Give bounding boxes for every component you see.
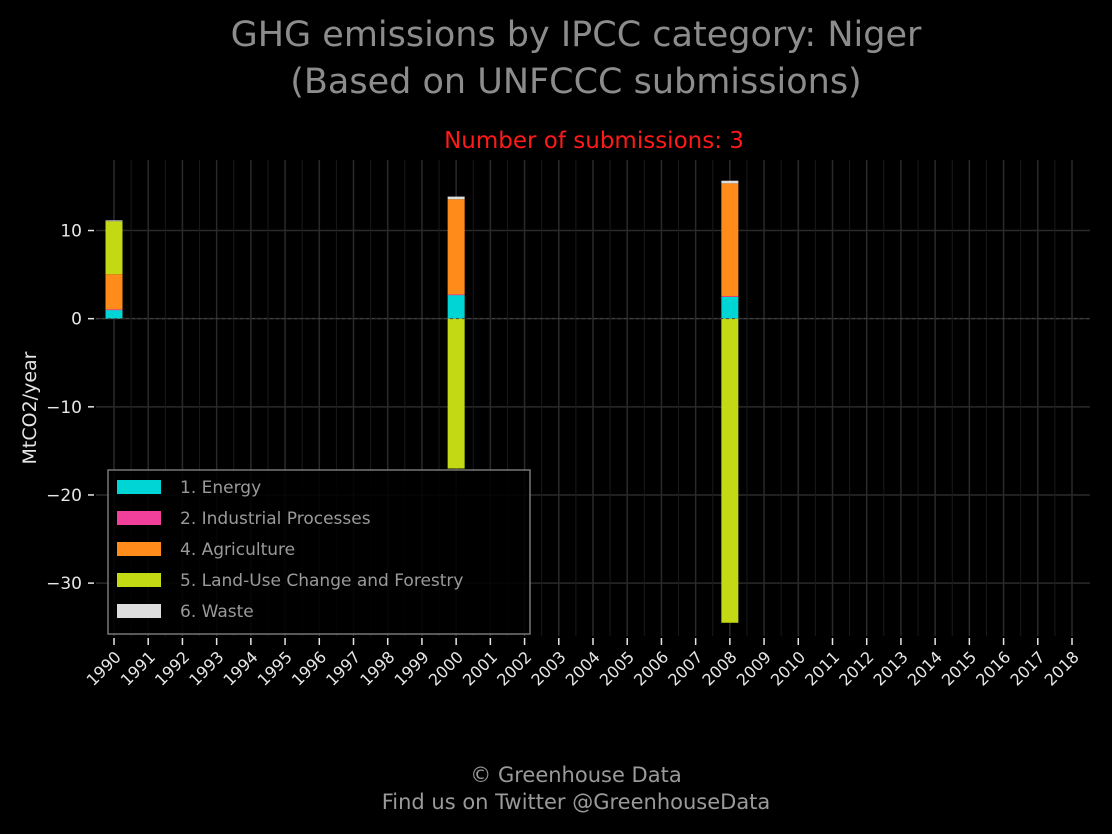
x-tick-label: 2014 [904, 647, 946, 689]
y-tick-label: −10 [46, 398, 82, 418]
x-tick-label: 2012 [835, 647, 877, 689]
x-tick-label: 2009 [733, 647, 775, 689]
y-axis-ticks: 10 0 −10 −20 −30 [46, 222, 94, 594]
x-tick-label: 2001 [459, 647, 501, 689]
bar-segment [721, 296, 739, 297]
bar-segment [721, 183, 739, 297]
x-tick-label: 2016 [972, 647, 1014, 689]
x-tick-label: 2017 [1006, 647, 1048, 689]
bar-segment [447, 199, 465, 295]
bar-segment [105, 309, 123, 311]
bar-segment [105, 221, 123, 275]
footer-twitter: Find us on Twitter @GreenhouseData [382, 790, 771, 814]
y-axis-label: MtCO2/year [19, 351, 41, 464]
bar-segment [105, 220, 123, 222]
legend-swatch [117, 604, 161, 618]
x-tick-label: 1992 [151, 647, 193, 689]
x-tick-label: 1995 [254, 647, 296, 689]
legend-box [107, 469, 531, 635]
legend-swatch [117, 511, 161, 525]
chart-title-line-1: GHG emissions by IPCC category: Niger [231, 15, 922, 55]
x-tick-label: 2008 [698, 647, 740, 689]
x-tick-label: 1997 [322, 647, 364, 689]
bar-segment [447, 196, 465, 200]
legend-label: 4. Agriculture [180, 540, 295, 560]
legend-label: 5. Land-Use Change and Forestry [180, 571, 463, 591]
x-tick-label: 1991 [117, 647, 159, 689]
legend-swatch [117, 542, 161, 556]
bar-segment [447, 318, 465, 469]
x-tick-label: 2013 [870, 647, 912, 689]
legend-label: 6. Waste [180, 602, 254, 622]
x-tick-label: 2003 [527, 647, 569, 689]
x-tick-label: 2006 [630, 647, 672, 689]
bar-segment [721, 318, 739, 623]
chart-title-line-2: (Based on UNFCCC submissions) [290, 62, 861, 102]
x-tick-label: 2015 [938, 647, 980, 689]
x-tick-label: 1993 [185, 647, 227, 689]
x-tick-label: 2011 [801, 647, 843, 689]
x-tick-label: 2002 [493, 647, 535, 689]
bar-segment [721, 296, 739, 319]
x-tick-label: 2000 [425, 647, 467, 689]
x-tick-label: 1999 [391, 647, 433, 689]
bar-segment [447, 294, 465, 296]
x-tick-label: 1996 [288, 647, 330, 689]
bar-segment [447, 294, 465, 319]
bar-segment [105, 274, 123, 310]
legend-label: 2. Industrial Processes [180, 509, 371, 529]
legend-label: 1. Energy [180, 478, 261, 498]
bar-segment [721, 180, 739, 184]
bars [105, 180, 739, 623]
x-tick-label: 1994 [219, 647, 261, 689]
legend: 1. Energy 2. Industrial Processes 4. Agric… [107, 469, 531, 635]
x-tick-label: 2018 [1041, 647, 1083, 689]
x-tick-label: 2010 [767, 647, 809, 689]
bar-segment [105, 309, 123, 319]
chart-subtitle: Number of submissions: 3 [444, 128, 744, 154]
x-axis-ticks: 1990199119921993199419951996199719981999… [83, 638, 1083, 690]
x-tick-label: 2007 [664, 647, 706, 689]
footer-copyright: © Greenhouse Data [470, 763, 681, 787]
x-tick-label: 1998 [356, 647, 398, 689]
x-tick-label: 2005 [596, 647, 638, 689]
legend-swatch [117, 573, 161, 587]
x-tick-label: 1990 [83, 647, 125, 689]
y-tick-label: 0 [71, 310, 82, 330]
legend-swatch [117, 480, 161, 494]
y-tick-label: −30 [46, 574, 82, 594]
y-tick-label: 10 [60, 222, 82, 242]
y-tick-label: −20 [46, 486, 82, 506]
x-tick-label: 2004 [562, 647, 604, 689]
